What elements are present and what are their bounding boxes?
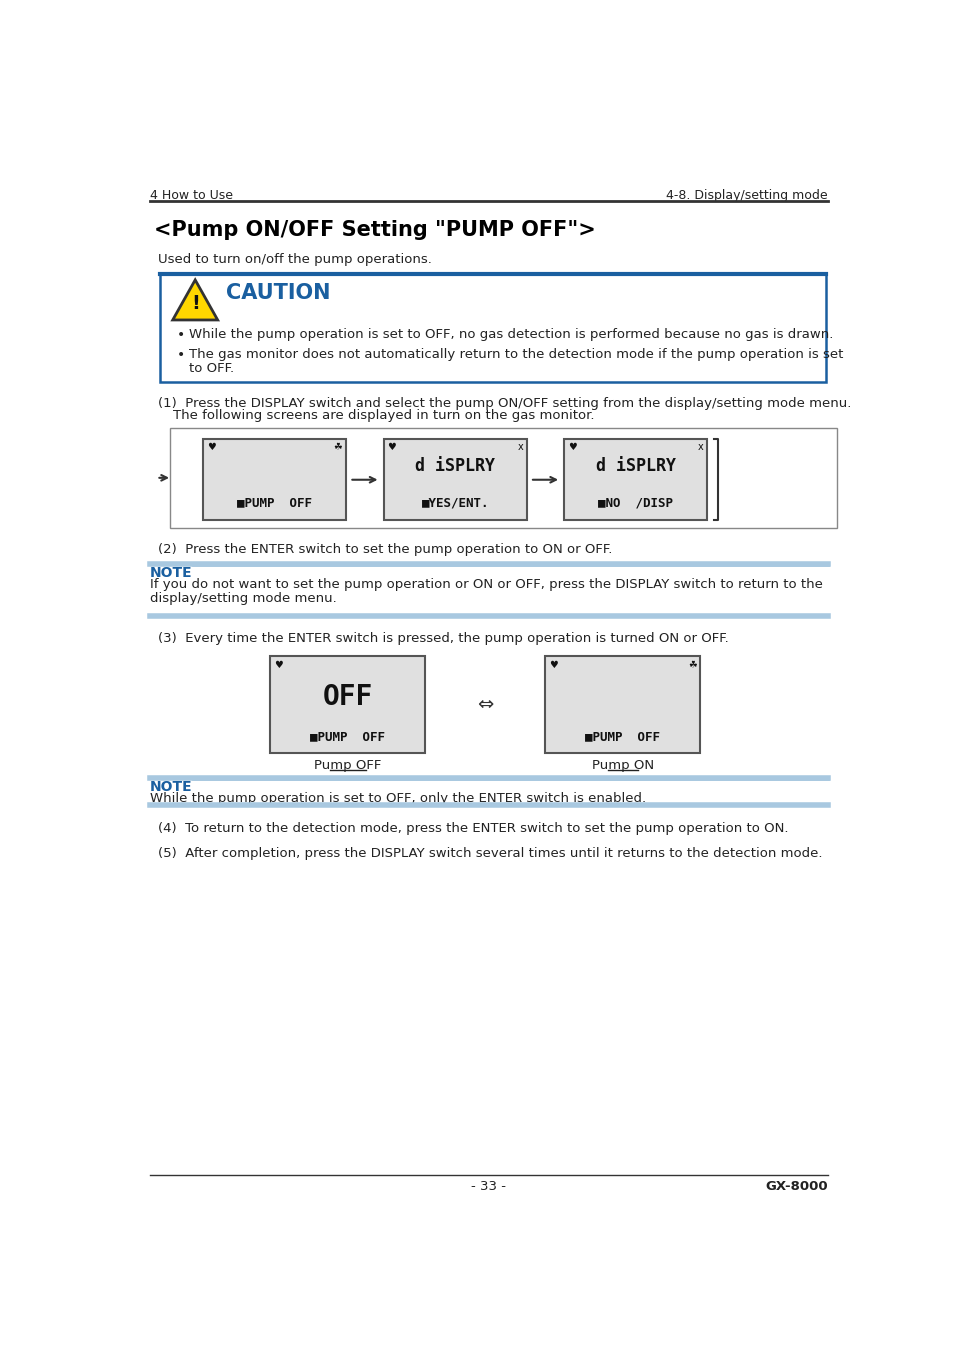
- Text: GX-8000: GX-8000: [764, 1179, 827, 1193]
- Text: ♥: ♥: [567, 442, 577, 453]
- Text: Pump OFF: Pump OFF: [314, 759, 381, 771]
- Text: display/setting mode menu.: display/setting mode menu.: [150, 592, 336, 605]
- Text: x: x: [697, 442, 703, 453]
- Text: The gas monitor does not automatically return to the detection mode if the pump : The gas monitor does not automatically r…: [189, 347, 842, 361]
- Text: ⇔: ⇔: [476, 694, 493, 715]
- Text: (2)  Press the ENTER switch to set the pump operation to ON or OFF.: (2) Press the ENTER switch to set the pu…: [158, 543, 612, 557]
- Text: The following screens are displayed in turn on the gas monitor.: The following screens are displayed in t…: [172, 409, 594, 423]
- Text: (4)  To return to the detection mode, press the ENTER switch to set the pump ope: (4) To return to the detection mode, pre…: [158, 821, 788, 835]
- Text: x: x: [517, 442, 522, 453]
- FancyBboxPatch shape: [203, 439, 346, 520]
- Text: While the pump operation is set to OFF, only the ENTER switch is enabled.: While the pump operation is set to OFF, …: [150, 792, 646, 805]
- Text: ■PUMP  OFF: ■PUMP OFF: [237, 496, 312, 509]
- Text: If you do not want to set the pump operation or ON or OFF, press the DISPLAY swi: If you do not want to set the pump opera…: [150, 578, 822, 590]
- FancyBboxPatch shape: [383, 439, 526, 520]
- Text: CAUTION: CAUTION: [226, 282, 331, 303]
- Text: ☘: ☘: [687, 659, 696, 670]
- Text: (1)  Press the DISPLAY switch and select the pump ON/OFF setting from the displa: (1) Press the DISPLAY switch and select …: [158, 397, 850, 409]
- Text: !: !: [191, 295, 199, 313]
- Text: d iSPLRY: d iSPLRY: [415, 457, 495, 476]
- FancyBboxPatch shape: [545, 657, 700, 753]
- FancyBboxPatch shape: [171, 428, 836, 528]
- Text: <Pump ON/OFF Setting "PUMP OFF">: <Pump ON/OFF Setting "PUMP OFF">: [154, 220, 596, 240]
- Text: - 33 -: - 33 -: [471, 1179, 506, 1193]
- Text: (5)  After completion, press the DISPLAY switch several times until it returns t: (5) After completion, press the DISPLAY …: [158, 847, 821, 861]
- Text: ■NO  /DISP: ■NO /DISP: [598, 496, 673, 509]
- FancyBboxPatch shape: [270, 657, 425, 753]
- Text: NOTE: NOTE: [150, 780, 193, 793]
- Polygon shape: [172, 280, 217, 320]
- Text: NOTE: NOTE: [150, 566, 193, 580]
- Text: ☘: ☘: [334, 442, 342, 453]
- FancyBboxPatch shape: [563, 439, 707, 520]
- Text: (3)  Every time the ENTER switch is pressed, the pump operation is turned ON or : (3) Every time the ENTER switch is press…: [158, 632, 728, 644]
- Text: ♥: ♥: [549, 659, 558, 670]
- Text: ♥: ♥: [274, 659, 283, 670]
- Text: 4 How to Use: 4 How to Use: [150, 189, 233, 203]
- Text: •: •: [177, 328, 186, 342]
- Text: d iSPLRY: d iSPLRY: [596, 457, 675, 476]
- FancyBboxPatch shape: [159, 274, 825, 381]
- Text: Used to turn on/off the pump operations.: Used to turn on/off the pump operations.: [158, 253, 432, 266]
- Text: 4-8. Display/setting mode: 4-8. Display/setting mode: [665, 189, 827, 203]
- Text: ♥: ♥: [207, 442, 215, 453]
- Text: ■PUMP  OFF: ■PUMP OFF: [585, 731, 659, 743]
- Text: ■YES/ENT.: ■YES/ENT.: [421, 496, 489, 509]
- Text: While the pump operation is set to OFF, no gas detection is performed because no: While the pump operation is set to OFF, …: [189, 328, 833, 340]
- Text: ■PUMP  OFF: ■PUMP OFF: [310, 731, 385, 743]
- Text: Pump ON: Pump ON: [591, 759, 654, 771]
- Text: ♥: ♥: [387, 442, 395, 453]
- Text: to OFF.: to OFF.: [189, 362, 233, 374]
- Text: •: •: [177, 347, 186, 362]
- Text: OFF: OFF: [322, 682, 373, 711]
